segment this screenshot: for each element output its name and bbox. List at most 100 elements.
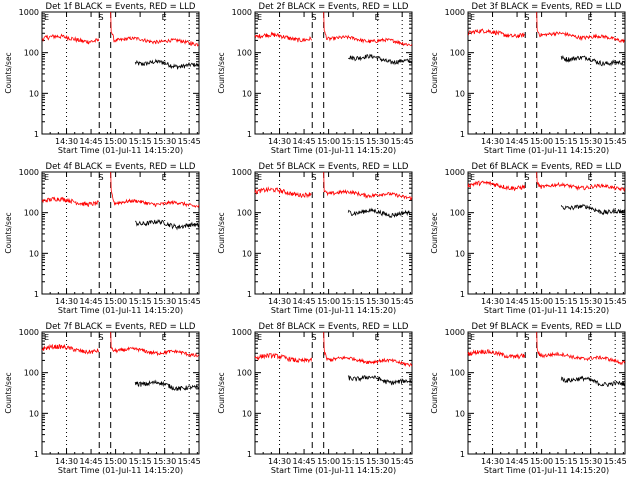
panel-4-marker-label-s: S [99,173,104,182]
panel-8-x-tick-label: 14:45 [293,457,316,466]
panel-3-marker-label-s: S [525,13,530,22]
panel-5-y-tick-label: 1000 [232,168,252,177]
panel-8-lld-series-pre [254,352,313,364]
panel-7-x-tick-label: 14:45 [80,457,103,466]
panel-4-y-tick-label: 100 [24,209,39,218]
panel-5-y-axis-label: Counts/sec [217,212,226,253]
panel-7-plot-frame [41,331,200,455]
panel-3-y-tick-label: 10 [455,89,465,98]
panel-9-y-tick-label: 1000 [445,328,465,337]
panel-2-x-axis-label: Start Time (01-Jul-11 14:15:20) [271,146,396,155]
panel-9-x-tick-label: 15:15 [555,457,578,466]
panel-7-title: Det 7f BLACK = Events, RED = LLD [46,322,196,332]
panel-3-y-tick-label: 100 [450,49,465,58]
panel-1-marker-label-e2: E [162,13,167,22]
panel-8-lld-series-post [323,331,413,368]
panel-2-title: Det 2f BLACK = Events, RED = LLD [259,2,409,12]
panel-3-lld-series-pre [468,28,525,39]
panel-8-x-tick-label: 15:30 [366,457,389,466]
panel-9-y-tick-label: 10 [455,409,465,418]
panel-6-title: Det 6f BLACK = Events, RED = LLD [472,162,622,172]
panel-2-x-tick-label: 15:00 [317,137,340,146]
panel-9-title: Det 9f BLACK = Events, RED = LLD [472,322,622,332]
panel-8-plot-frame [254,331,413,455]
panel-4-y-tick-label: 10 [29,249,39,258]
panel-7-lld-series-post [110,331,200,358]
panel-4-x-tick-label: 15:45 [178,297,201,306]
panel-4-y-axis-label: Counts/sec [4,212,13,253]
panel-2-x-tick-label: 15:15 [342,137,365,146]
panel-4-title: Det 4f BLACK = Events, RED = LLD [46,162,196,172]
panel-2-y-tick-label: 100 [237,49,252,58]
panel-5-plot-frame [254,171,413,295]
panel-5-marker-label-e1: E [257,173,262,182]
panel-7-marker-label-e2: E [162,333,167,342]
panel-4-events-series [135,218,200,231]
panel-1-y-tick-label: 10 [29,89,39,98]
panel-2-y-tick-label: 1000 [232,8,252,17]
panel-7-x-tick-label: 15:30 [153,457,176,466]
panel-4-y-tick-label: 1000 [19,168,39,177]
panel-7-x-tick-label: 15:00 [104,457,127,466]
panel-3-y-axis-label: Counts/sec [430,52,439,93]
panel-1-y-axis-label: Counts/sec [4,52,13,93]
panel-4-marker-label-e2: E [162,173,167,182]
panel-1-y-tick-label: 1 [34,130,39,139]
panel-8-marker-label-e1: E [257,333,262,342]
panel-1-lld-series-post [110,11,199,47]
panel-7-marker-label-s: S [99,333,104,342]
panel-6-x-tick-label: 14:30 [481,297,504,306]
panel-6-x-tick-label: 14:45 [506,297,529,306]
panel-9-x-tick-label: 15:45 [604,457,627,466]
panel-3-y-tick-label: 1 [460,130,465,139]
panel-5-x-tick-label: 14:45 [293,297,316,306]
panel-4-x-tick-label: 14:30 [55,297,78,306]
panel-7-y-tick-label: 10 [29,409,39,418]
panel-3-x-tick-label: 15:15 [555,137,578,146]
panel-8-events-series [347,375,412,386]
panel-6-plot-frame [467,171,626,295]
panel-9-lld-series-post [536,331,626,366]
panel-2-y-axis-label: Counts/sec [217,52,226,93]
panel-9-events-series [560,375,626,387]
panel-9-y-tick-label: 1 [460,450,465,459]
panel-5-lld-series-pre [254,186,312,199]
panel-3-x-tick-label: 14:30 [481,137,504,146]
panel-5-y-tick-label: 1 [247,290,252,299]
panel-8-marker-label-e2: E [375,333,380,342]
panel-9-marker-label-e1: E [470,333,475,342]
panel-9-x-tick-label: 14:45 [506,457,529,466]
panel-2-x-tick-label: 14:30 [268,137,291,146]
panel-6-lld-series-post [536,171,626,192]
panel-7-y-axis-label: Counts/sec [4,372,13,413]
panel-2-x-tick-label: 15:45 [391,137,414,146]
panel-2-events-series [348,53,413,66]
panel-2-y-tick-label: 10 [242,89,252,98]
panel-5-marker-label-s: S [312,173,317,182]
panel-6-y-tick-label: 1000 [445,168,465,177]
panel-2-marker-label-s: S [312,13,317,22]
panel-7-lld-series-pre [41,343,100,355]
panel-1-x-axis-label: Start Time (01-Jul-11 14:15:20) [58,146,183,155]
panel-9-y-axis-label: Counts/sec [430,372,439,413]
panel-6-y-tick-label: 1 [460,290,465,299]
panel-1-title: Det 1f BLACK = Events, RED = LLD [46,2,196,12]
panel-8-y-tick-label: 100 [237,369,252,378]
panel-5-x-tick-label: 15:45 [391,297,414,306]
panel-1-x-tick-label: 14:45 [80,137,103,146]
panel-9-x-tick-label: 14:30 [481,457,504,466]
panel-5-x-tick-label: 15:30 [366,297,389,306]
panel-4-marker-label-e1: E [44,173,49,182]
panel-3-marker-label-e1: E [470,13,475,22]
panel-2-lld-series-pre [254,31,313,43]
panel-8-x-tick-label: 15:00 [317,457,340,466]
panel-3-marker-label-e2: E [588,13,593,22]
panel-8-title: Det 8f BLACK = Events, RED = LLD [259,322,409,332]
panel-8-y-axis-label: Counts/sec [217,372,226,413]
panel-2-lld-series-post [323,11,413,47]
panel-3-x-tick-label: 15:00 [530,137,553,146]
panel-1-lld-series-pre [41,33,100,45]
panel-1-plot-frame [41,11,200,135]
panel-6-x-tick-label: 15:00 [530,297,553,306]
panel-3-title: Det 3f BLACK = Events, RED = LLD [472,2,622,12]
